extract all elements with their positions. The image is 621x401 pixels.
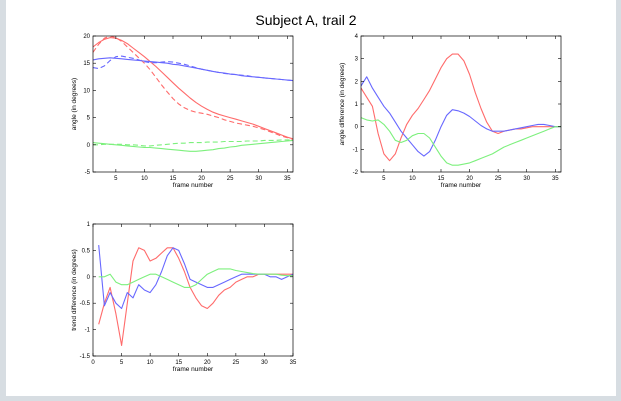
axes-frame: [92, 35, 294, 173]
series-group: [98, 245, 293, 346]
y-tick-label: 10: [83, 88, 90, 94]
y-tick-label: 20: [83, 34, 90, 40]
angle-difference-plot: 5 10 15 20 25 30 35 -2 -1 0 1 2 3 4 frame number angle …: [339, 34, 562, 189]
y-tick-label: 1: [355, 102, 359, 108]
y-axis-label: trend difference (in degrees): [71, 249, 78, 331]
y-tick-label: 15: [83, 61, 90, 67]
x-axis-label: frame number: [441, 182, 482, 189]
x-tick-label: 20: [198, 176, 205, 182]
x-tick-label: 25: [495, 176, 502, 182]
trend-difference-plot: 0 5 10 15 20 25 30 35 -1.5 -1 -0.5 0 0.5 1 frame numbe…: [71, 222, 297, 373]
x-tick-label: 30: [255, 176, 262, 182]
figure-window: Subject A, trail 2 5 10 15 20 25 30 35 -5 0 5 10 15…: [6, 0, 616, 396]
series-line-green-dashed: [93, 139, 293, 147]
x-tick-label: 5: [120, 360, 124, 366]
x-tick-label: 35: [290, 360, 297, 366]
y-tick-label: 0: [87, 143, 91, 149]
x-tick-label: 0: [91, 360, 95, 366]
y-tick-label: -5: [85, 170, 91, 176]
x-tick-label: 10: [141, 176, 148, 182]
x-tick-label: 20: [204, 360, 211, 366]
figure-canvas: Subject A, trail 2 5 10 15 20 25 30 35-5051015…: [71, 12, 562, 373]
series-line-red-solid: [93, 37, 293, 140]
x-tick-label: 30: [523, 176, 530, 182]
y-axis-label: angle difference (in degrees): [339, 63, 346, 146]
x-tick-label: 5: [114, 176, 118, 182]
x-axis-label: frame number: [173, 366, 214, 373]
y-tick-label: -0.5: [80, 301, 91, 307]
series-line-blue-solid: [93, 57, 293, 82]
x-tick-label: 15: [175, 360, 182, 366]
series-line-green-solid: [98, 268, 293, 288]
x-tick-label: 10: [147, 360, 154, 366]
x-tick-label: 10: [409, 176, 416, 182]
plot-area: [361, 36, 561, 172]
x-tick-label: 25: [227, 176, 234, 182]
x-tick-label: 20: [466, 176, 473, 182]
figure-title: Subject A, trail 2: [255, 12, 356, 28]
series-group: [361, 53, 561, 166]
y-tick-label: 0: [87, 275, 91, 281]
series-group: [93, 36, 293, 152]
series-line-red-dashed: [93, 36, 293, 140]
axes-frame: [92, 223, 294, 357]
y-tick-label: -2: [353, 170, 359, 176]
y-tick-label: 2: [355, 79, 359, 85]
series-line-blue-dashed: [93, 55, 293, 82]
y-tick-label: 5: [87, 116, 91, 122]
x-tick-label: 5: [382, 176, 386, 182]
x-tick-label: 30: [261, 360, 268, 366]
x-tick-label: 15: [438, 176, 445, 182]
y-tick-label: -1: [353, 147, 359, 153]
plot-area: [93, 36, 293, 172]
x-tick-label: 15: [170, 176, 177, 182]
y-tick-label: 1: [87, 222, 91, 228]
series-line-green-solid: [361, 117, 561, 166]
y-tick-label: -1: [85, 328, 91, 334]
plot-area: [93, 224, 293, 356]
y-tick-label: 3: [355, 57, 359, 63]
y-axis-label: angle (in degrees): [71, 78, 78, 130]
series-line-red-solid: [361, 53, 561, 162]
series-line-blue-solid: [361, 76, 561, 157]
x-tick-label: 25: [233, 360, 240, 366]
y-tick-label: -1.5: [80, 354, 91, 360]
x-axis-label: frame number: [173, 182, 214, 189]
x-tick-label: 35: [284, 176, 291, 182]
y-tick-label: 0: [355, 125, 359, 131]
y-tick-label: 4: [355, 34, 359, 40]
x-tick-label: 35: [552, 176, 559, 182]
y-tick-label: 0.5: [82, 248, 91, 254]
series-line-green-solid: [93, 139, 293, 152]
